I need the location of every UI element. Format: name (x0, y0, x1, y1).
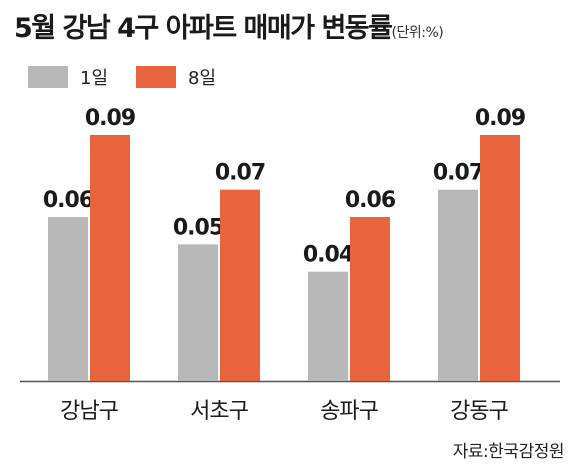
legend-item-1: 1일 (28, 64, 108, 90)
category-label-1: 강남구 (60, 399, 118, 424)
bar-2-3 (350, 217, 390, 381)
bar-1-2 (178, 244, 218, 381)
chart-title-text: 5월 강남 4구 아파트 매매가 변동률 (14, 13, 393, 44)
category-label-3: 송파구 (320, 399, 378, 424)
bar-1-3 (308, 271, 348, 381)
category-label-4: 강동구 (450, 399, 508, 424)
chart-title: 5월 강남 4구 아파트 매매가 변동률(단위:%) (14, 6, 444, 45)
data-label-1-2: 0.05 (173, 215, 223, 240)
unit-note: (단위:%) (391, 25, 444, 41)
legend-swatch-2 (136, 66, 177, 88)
data-label-1-4: 0.07 (433, 161, 483, 186)
bar-2-2 (220, 189, 260, 381)
bar-2-4 (480, 135, 520, 381)
data-label-2-4: 0.09 (475, 106, 525, 131)
data-label-2-2: 0.07 (215, 161, 265, 186)
bar-2-1 (90, 135, 130, 381)
bar-1-1 (48, 217, 88, 381)
category-label-2: 서초구 (190, 399, 248, 424)
legend-swatch-1 (28, 66, 68, 88)
legend-item-2: 8일 (136, 64, 216, 90)
legend-label-1: 1일 (80, 68, 109, 89)
data-label-2-3: 0.06 (345, 188, 396, 213)
legend-label-2: 8일 (188, 68, 217, 89)
data-label-2-1: 0.09 (85, 106, 135, 131)
data-label-1-1: 0.06 (43, 188, 94, 213)
bar-1-4 (438, 189, 478, 381)
source-note: 자료:한국감정원 (452, 442, 565, 462)
data-label-1-3: 0.04 (303, 243, 354, 268)
legend: 1일 8일 (28, 64, 244, 90)
